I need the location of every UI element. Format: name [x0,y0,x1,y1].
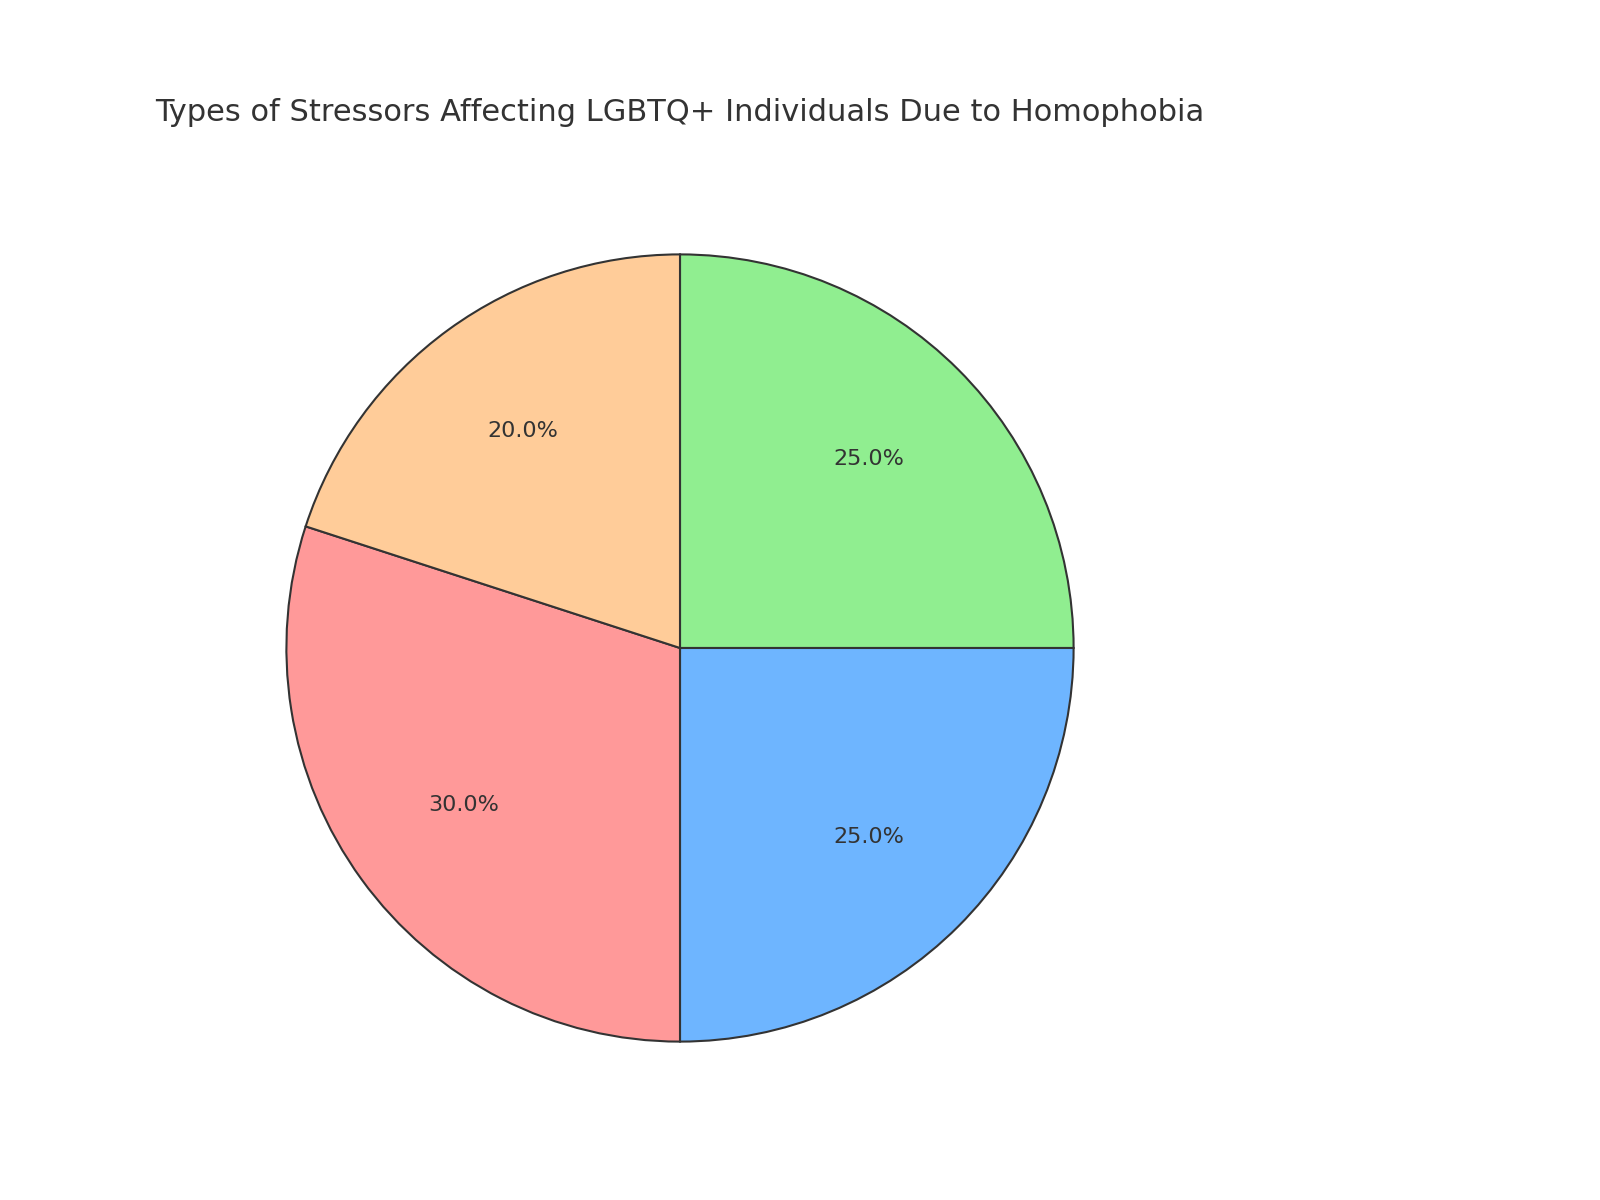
Text: 20.0%: 20.0% [488,421,558,442]
Text: 25.0%: 25.0% [834,449,904,469]
Text: 30.0%: 30.0% [429,796,499,815]
Text: 25.0%: 25.0% [834,827,904,847]
Wedge shape [306,254,680,648]
Wedge shape [680,648,1074,1042]
Wedge shape [680,254,1074,648]
Title: Types of Stressors Affecting LGBTQ+ Individuals Due to Homophobia: Types of Stressors Affecting LGBTQ+ Indi… [155,98,1205,127]
Wedge shape [286,527,680,1042]
